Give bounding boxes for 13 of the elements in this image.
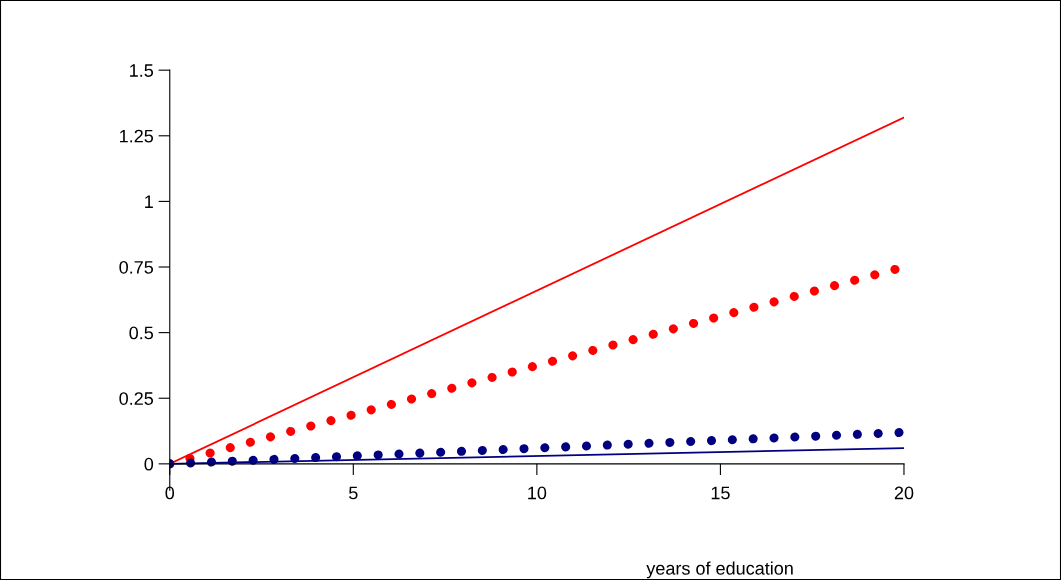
x-axis-title: years of education — [646, 561, 793, 579]
x-tick-label: 5 — [349, 486, 358, 500]
y-tick-label: 0.75 — [119, 260, 154, 274]
y-tick-label: 1 — [145, 195, 153, 208]
x-tick-label: 20 — [894, 486, 914, 500]
x-tick-label: 0 — [165, 486, 175, 500]
y-tick-label: 0.25 — [119, 392, 154, 405]
x-tick-label: 15 — [711, 486, 730, 500]
y-tick-label: 0.5 — [129, 326, 154, 340]
y-tick-label: 1.25 — [120, 129, 154, 143]
y-tick-label: 1.5 — [130, 64, 154, 77]
y-tick-label: 0 — [144, 457, 154, 471]
x-tick-label: 10 — [528, 486, 547, 500]
